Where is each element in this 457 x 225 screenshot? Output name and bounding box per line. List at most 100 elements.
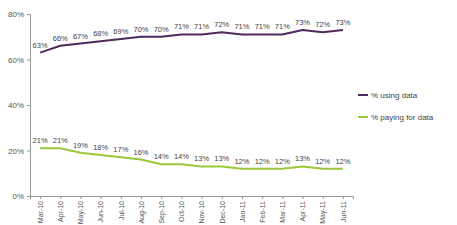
y-tick-label: 0% bbox=[12, 192, 24, 201]
plot-area bbox=[40, 30, 343, 169]
data-label: 16% bbox=[134, 148, 149, 157]
x-tick-mark bbox=[202, 196, 203, 199]
x-tick: Mar-10 bbox=[37, 196, 44, 223]
data-label: 69% bbox=[113, 27, 128, 36]
x-tick: May-10 bbox=[77, 196, 85, 224]
x-tick-mark bbox=[40, 196, 41, 199]
x-tick-label: Apr-11 bbox=[299, 201, 307, 222]
y-tick: 80% bbox=[8, 10, 30, 19]
x-tick-label: Dec-10 bbox=[219, 201, 226, 224]
x-tick-mark bbox=[181, 196, 182, 199]
x-tick: Feb-11 bbox=[259, 196, 266, 223]
x-tick-label: Sep-10 bbox=[158, 201, 166, 224]
x-tick-mark bbox=[80, 196, 81, 199]
data-label: 12% bbox=[275, 157, 290, 166]
data-label: 12% bbox=[335, 157, 350, 166]
x-axis: Mar-10Apr-10May-10Jun-10Jul-10Aug-10Sep-… bbox=[31, 196, 354, 224]
chart: 0% 20% 40% 60% 80% Mar-10 Apr-10 May-10 Jun-10 Ju… bbox=[0, 0, 457, 225]
y-tick-label: 60% bbox=[8, 56, 24, 65]
data-label: 18% bbox=[93, 143, 108, 152]
data-label: 14% bbox=[174, 152, 189, 161]
y-tick: 40% bbox=[8, 101, 30, 110]
y-tick-label: 40% bbox=[8, 101, 24, 110]
x-tick: Nov-10 bbox=[198, 196, 205, 224]
data-label: 63% bbox=[33, 41, 48, 50]
x-tick: Mar-11 bbox=[279, 196, 286, 223]
data-label: 71% bbox=[234, 22, 249, 31]
x-tick: Sep-10 bbox=[158, 196, 166, 224]
y-tick-mark bbox=[27, 151, 30, 152]
data-label: 68% bbox=[93, 29, 108, 38]
data-label: 12% bbox=[255, 157, 270, 166]
x-tick-mark bbox=[222, 196, 223, 199]
x-tick-label: Mar-11 bbox=[279, 201, 286, 223]
data-label: 13% bbox=[295, 154, 310, 163]
x-tick-label: Jan-11 bbox=[239, 201, 246, 222]
series-line bbox=[40, 30, 343, 53]
y-tick-mark bbox=[27, 14, 30, 15]
x-tick: Apr-11 bbox=[299, 196, 307, 222]
x-tick-mark bbox=[161, 196, 162, 199]
x-tick-mark bbox=[262, 196, 263, 199]
data-label: 13% bbox=[214, 154, 229, 163]
x-tick: Jun-10 bbox=[97, 196, 104, 222]
data-label: 71% bbox=[255, 22, 270, 31]
x-tick-label: Oct-10 bbox=[178, 201, 185, 222]
data-label: 12% bbox=[315, 157, 330, 166]
x-tick-label: Mar-10 bbox=[37, 201, 44, 223]
x-tick-mark bbox=[141, 196, 142, 199]
y-tick-label: 80% bbox=[8, 10, 24, 19]
legend-label: % paying for data bbox=[371, 113, 434, 122]
x-tick-label: Nov-10 bbox=[198, 201, 205, 224]
x-tick-label: May-10 bbox=[77, 201, 85, 224]
data-label: 70% bbox=[154, 25, 169, 34]
data-label: 67% bbox=[73, 32, 88, 41]
y-tick-mark bbox=[27, 196, 30, 197]
x-tick-mark bbox=[303, 196, 304, 199]
x-tick-mark bbox=[101, 196, 102, 199]
x-tick: Jul-10 bbox=[118, 196, 125, 220]
x-tick-label: Apr-10 bbox=[57, 201, 65, 222]
data-labels: 63%66%67%68%69%70%70%71%71%72%71%71%71%7… bbox=[33, 18, 351, 166]
x-axis-line bbox=[31, 197, 354, 200]
x-tick: May-11 bbox=[319, 196, 327, 224]
data-label: 72% bbox=[214, 20, 229, 29]
data-label: 14% bbox=[154, 152, 169, 161]
x-tick-mark bbox=[121, 196, 122, 199]
y-tick: 0% bbox=[12, 192, 30, 201]
data-label: 71% bbox=[194, 22, 209, 31]
legend: % using data % paying for data bbox=[358, 91, 434, 122]
x-tick: Dec-10 bbox=[219, 196, 226, 224]
y-axis-line bbox=[27, 15, 31, 197]
y-tick-mark bbox=[27, 60, 30, 61]
x-tick-label: Jun-10 bbox=[97, 201, 104, 223]
data-label: 13% bbox=[194, 154, 209, 163]
x-tick-mark bbox=[242, 196, 243, 199]
x-tick-label: Jun-11 bbox=[340, 201, 347, 222]
x-tick-mark bbox=[343, 196, 344, 199]
legend-swatch bbox=[358, 94, 368, 96]
y-tick-mark bbox=[27, 105, 30, 106]
x-tick-mark bbox=[282, 196, 283, 199]
y-axis: 0% 20% 40% 60% 80% bbox=[8, 10, 31, 201]
data-label: 12% bbox=[234, 157, 249, 166]
y-tick: 20% bbox=[8, 147, 30, 156]
x-tick-label: Jul-10 bbox=[118, 201, 125, 220]
legend-swatch bbox=[358, 116, 368, 118]
x-tick: Jun-11 bbox=[340, 196, 347, 222]
data-label: 66% bbox=[53, 34, 68, 43]
x-tick: Jan-11 bbox=[239, 196, 246, 222]
data-label: 71% bbox=[174, 22, 189, 31]
data-label: 70% bbox=[134, 25, 149, 34]
data-label: 21% bbox=[33, 136, 48, 145]
data-label: 73% bbox=[335, 18, 350, 27]
x-tick-mark bbox=[323, 196, 324, 199]
data-label: 17% bbox=[113, 145, 128, 154]
legend-label: % using data bbox=[371, 91, 418, 100]
data-label: 19% bbox=[73, 141, 88, 150]
x-tick: Apr-10 bbox=[57, 196, 65, 222]
x-tick-label: May-11 bbox=[319, 201, 327, 224]
y-tick-label: 20% bbox=[8, 147, 24, 156]
x-tick: Oct-10 bbox=[178, 196, 185, 222]
x-tick-label: Feb-11 bbox=[259, 201, 266, 223]
